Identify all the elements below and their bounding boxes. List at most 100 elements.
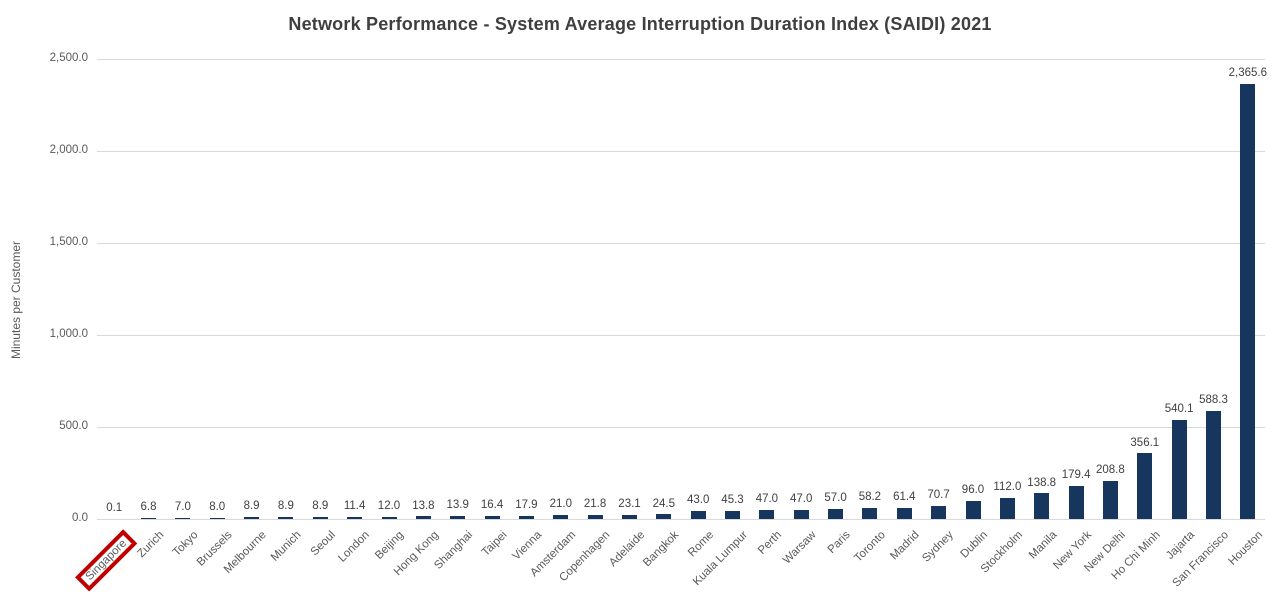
x-tick-label-paris: Paris [826,529,854,557]
gridline [97,151,1265,152]
bar-value-label: 8.0 [209,500,226,513]
bar-value-label: 17.9 [515,498,538,511]
bar-value-label: 13.9 [446,499,469,512]
gridline [97,59,1265,60]
bar-rome [690,511,706,519]
bar-value-label: 47.0 [789,493,813,506]
bar-zurich [141,517,156,519]
bar-sydney [931,505,947,519]
bar-value-label: 356.1 [1130,436,1160,449]
bar-seoul [312,517,328,519]
bar-value-label: 58.2 [858,491,882,504]
bar-value-label: 588.3 [1199,393,1228,406]
bar-value-label: 43.0 [686,494,710,507]
bar-toronto [862,508,878,519]
x-tick-label-jajarta: Jajarta [1163,529,1197,562]
bar-melbourne [244,517,260,519]
bar-brussels [209,517,225,519]
bar-paris [828,508,844,519]
bar-value-label: 70.7 [927,489,950,501]
x-tick-label-taipei: Taipei [479,529,510,559]
x-tick-label-seoul: Seoul [308,529,338,559]
bar-beijing [381,516,397,519]
y-tick-label: 1,500.0 [49,236,88,248]
bar-value-label: 7.0 [174,500,191,513]
bar-jajarta [1171,419,1187,519]
bar-value-label: 0.1 [106,502,123,514]
bar-dublin [965,501,981,519]
bar-munich [278,517,294,519]
x-tick-label-madrid: Madrid [888,529,922,563]
bar-value-label: 61.4 [893,490,916,503]
bar-taipei [484,515,500,519]
bar-value-label: 112.0 [993,481,1022,494]
bar-value-label: 13.8 [412,499,435,512]
bar-value-label: 540.1 [1164,402,1194,415]
bar-value-label: 208.8 [1096,463,1125,476]
bar-value-label: 23.1 [618,497,641,510]
y-tick-label: 2,500.0 [49,52,88,64]
bar-value-label: 24.5 [652,497,675,510]
x-tick-label-london: London [336,529,373,565]
x-tick-label-perth: Perth [756,529,785,557]
bar-new-delhi [1102,480,1118,519]
y-tick-label: 500.0 [59,420,88,432]
bar-value-label: 45.3 [721,493,744,506]
bar-value-label: 2,365.6 [1228,66,1267,79]
gridline [97,519,1265,520]
x-tick-label-sydney: Sydney [920,529,957,565]
x-tick-label-tokyo: Tokyo [170,529,201,559]
bar-value-label: 8.9 [243,500,260,513]
x-tick-label-houston: Houston [1226,529,1266,568]
bar-value-label: 21.8 [583,498,607,510]
bar-shanghai [450,516,466,519]
chart-title: Network Performance - System Average Int… [288,14,992,34]
y-axis-title: Minutes per Customer [9,240,23,360]
bar-value-label: 6.8 [140,500,157,513]
x-tick-label-vienna: Vienna [510,529,544,563]
bar-value-label: 138.8 [1027,476,1057,489]
bar-adelaide [622,514,637,519]
bar-warsaw [793,510,809,519]
bar-value-label: 21.0 [549,498,572,511]
bar-value-label: 11.4 [343,499,366,512]
x-tick-label-singapore: Singapore [74,529,138,592]
x-tick-label-adelaide: Adelaide [606,529,647,570]
bar-value-label: 96.0 [961,484,985,497]
bar-value-label: 8.9 [277,500,294,513]
bar-value-label: 16.4 [480,499,504,511]
bar-london [347,516,363,519]
x-tick-label-rome: Rome [685,529,716,560]
x-tick-label-bangkok: Bangkok [641,529,682,570]
bar-value-label: 179.4 [1061,469,1091,481]
x-tick-label-beijing: Beijing [373,529,407,562]
bar-madrid [896,507,912,519]
bar-houston [1240,83,1256,519]
gridline [97,427,1265,428]
x-tick-label-zurich: Zurich [134,529,166,561]
bar-value-label: 57.0 [824,491,847,504]
gridline [97,243,1265,244]
bar-manila [1034,493,1050,519]
bar-ho-chi-minh [1137,453,1153,519]
bar-hong-kong [415,516,431,519]
bar-vienna [518,515,534,519]
y-tick-label: 2,000.0 [49,144,88,156]
bar-value-label: 47.0 [755,493,779,506]
bar-bangkok [656,514,672,519]
x-tick-label-dublin: Dublin [958,529,991,561]
bar-copenhagen [587,514,603,519]
bar-stockholm [999,498,1015,519]
bar-perth [759,510,775,519]
x-tick-label-manila: Manila [1026,529,1060,562]
x-tick-label-warsaw: Warsaw [781,529,819,567]
bar-amsterdam [553,515,569,519]
bar-value-label: 12.0 [377,499,401,512]
y-tick-label: 1,000.0 [49,328,88,340]
y-tick-label: 0.0 [72,512,88,524]
bar-san-francisco [1206,410,1221,519]
bar-kuala-lumpur [725,510,740,519]
bar-new-york [1068,485,1084,519]
x-tick-label-toronto: Toronto [851,529,888,565]
